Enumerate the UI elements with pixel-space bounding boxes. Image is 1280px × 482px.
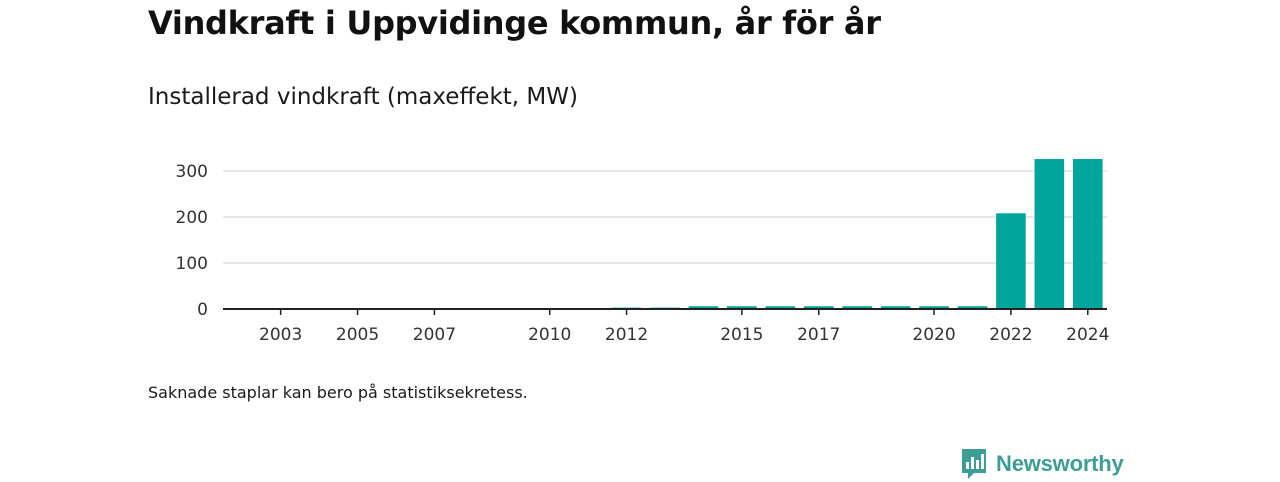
bar-2019 [880, 306, 911, 309]
x-tick-label: 2024 [1066, 325, 1109, 345]
y-tick-label: 100 [176, 254, 208, 274]
newsworthy-logo-icon [962, 449, 986, 479]
x-tick-label: 2022 [989, 325, 1032, 345]
bar-2017 [803, 306, 834, 309]
x-tick-label: 2003 [259, 325, 302, 345]
bar-2018 [842, 306, 872, 309]
bar-chart: 0 100 200 300 2003 2005 2007 2010 2012 2015 2017 20… [176, 159, 1109, 345]
x-tick-label: 2005 [336, 325, 379, 345]
x-tick-label: 2007 [413, 325, 456, 345]
y-tick-label: 0 [197, 300, 208, 320]
bar-2016 [765, 306, 796, 309]
chart-title: Vindkraft i Uppvidinge kommun, år för år [148, 4, 881, 42]
x-tick-label: 2020 [912, 325, 955, 345]
bar-2015 [727, 306, 757, 309]
bar-2021 [957, 306, 988, 309]
bar-2022 [996, 213, 1026, 309]
bar-2023 [1034, 159, 1065, 309]
x-tick-label: 2010 [528, 325, 571, 345]
y-tick-label: 300 [176, 162, 208, 182]
bar-2020 [919, 306, 949, 309]
chart-subtitle: Installerad vindkraft (maxeffekt, MW) [148, 84, 578, 110]
x-tick-label: 2015 [720, 325, 763, 345]
newsworthy-logo[interactable]: Newsworthy [960, 446, 1124, 482]
y-tick-label: 200 [176, 208, 208, 228]
x-tick-label: 2017 [797, 325, 840, 345]
footnote: Saknade staplar kan bero på statistiksek… [148, 383, 528, 402]
bar-2014 [688, 306, 719, 309]
bar-2024 [1072, 159, 1103, 309]
brand-name: Newsworthy [996, 451, 1124, 476]
x-tick-label: 2012 [605, 325, 648, 345]
